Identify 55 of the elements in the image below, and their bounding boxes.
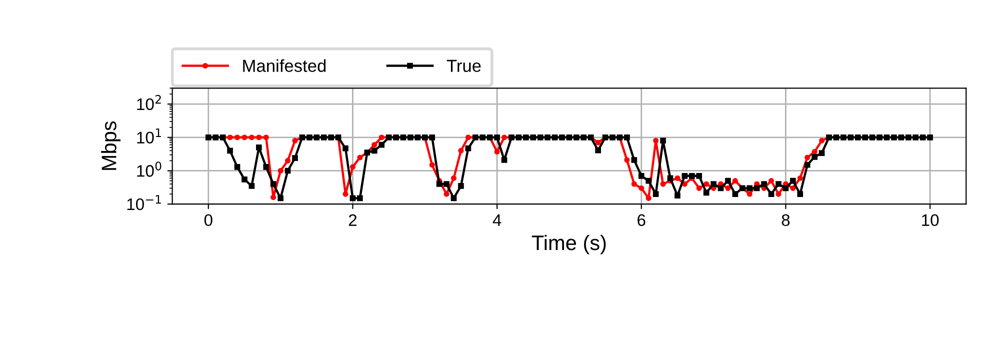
point — [595, 140, 601, 146]
point — [804, 154, 810, 160]
point — [653, 138, 659, 144]
point — [631, 181, 637, 187]
legend-label: True — [446, 60, 481, 72]
y-tick-label: 10$^{−1}$ — [127, 195, 161, 210]
point — [292, 138, 298, 144]
point — [429, 162, 435, 168]
x-tick-label: 4 — [492, 214, 502, 226]
point — [444, 191, 450, 197]
y-tick-label: 10$^{0}$ — [137, 162, 162, 177]
point — [732, 178, 738, 184]
point — [674, 175, 680, 181]
point — [263, 134, 269, 140]
x-tick-label: 6 — [638, 214, 646, 226]
point — [660, 181, 666, 187]
y-tick-label: 10$^{2}$ — [137, 94, 161, 110]
point — [248, 134, 254, 140]
y-axis-title: Mbps — [101, 121, 121, 170]
point — [819, 138, 825, 144]
point — [465, 134, 471, 140]
point — [350, 164, 356, 170]
x-tick-label: 8 — [782, 214, 790, 226]
point — [256, 134, 262, 140]
point — [797, 175, 803, 181]
x-tick-label: 0 — [204, 214, 212, 226]
point — [458, 148, 464, 154]
x-axis-title: Time (s) — [532, 234, 606, 254]
point — [450, 175, 457, 181]
point — [372, 142, 378, 148]
point — [638, 185, 644, 191]
point — [746, 191, 752, 197]
point — [768, 178, 774, 184]
point — [776, 191, 782, 197]
point — [624, 157, 630, 163]
point — [501, 134, 508, 140]
x-tick-label: 2 — [348, 214, 357, 226]
point — [278, 168, 284, 174]
point — [646, 195, 652, 201]
point — [227, 134, 233, 140]
point — [682, 181, 688, 187]
point — [284, 158, 291, 164]
point — [704, 181, 710, 187]
point — [790, 185, 796, 191]
point — [378, 134, 384, 140]
y-tick-label: 10$^{1}$ — [137, 128, 161, 144]
point — [342, 191, 348, 197]
point — [234, 134, 240, 140]
point — [270, 194, 276, 200]
legend-label: Manifested — [243, 59, 326, 72]
x-tick-label: 10 — [922, 214, 939, 226]
point — [696, 185, 702, 191]
point — [725, 185, 731, 191]
point — [357, 154, 363, 160]
point — [242, 134, 248, 140]
